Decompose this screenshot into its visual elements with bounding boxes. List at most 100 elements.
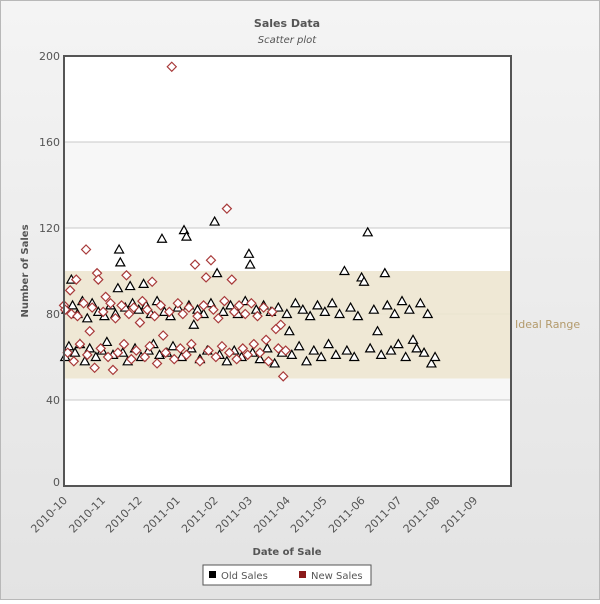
diamond-marker[interactable] bbox=[81, 349, 93, 361]
triangle-marker[interactable] bbox=[392, 338, 404, 349]
triangle-marker[interactable] bbox=[358, 276, 370, 286]
diamond-marker[interactable] bbox=[186, 338, 197, 350]
diamond-marker[interactable] bbox=[89, 362, 100, 374]
triangle-marker[interactable] bbox=[101, 336, 113, 347]
diamond-marker[interactable] bbox=[100, 291, 111, 303]
triangle-marker[interactable] bbox=[308, 344, 320, 355]
triangle-marker[interactable] bbox=[429, 351, 441, 362]
diamond-marker[interactable] bbox=[59, 304, 71, 316]
triangle-marker[interactable] bbox=[297, 303, 309, 314]
diamond-marker[interactable] bbox=[277, 371, 289, 382]
triangle-marker[interactable] bbox=[90, 351, 102, 362]
diamond-marker[interactable] bbox=[112, 347, 124, 359]
diamond-marker[interactable] bbox=[258, 302, 269, 313]
triangle-marker[interactable] bbox=[79, 355, 91, 366]
diamond-marker[interactable] bbox=[203, 345, 214, 356]
diamond-marker[interactable] bbox=[116, 300, 127, 311]
triangle-marker[interactable] bbox=[323, 338, 335, 349]
diamond-marker[interactable] bbox=[102, 351, 114, 363]
diamond-marker[interactable] bbox=[198, 300, 209, 311]
diamond-marker[interactable] bbox=[216, 340, 228, 352]
triangle-marker[interactable] bbox=[425, 357, 437, 368]
diamond-marker[interactable] bbox=[72, 310, 83, 322]
diamond-marker[interactable] bbox=[128, 302, 140, 313]
diamond-marker[interactable] bbox=[280, 345, 292, 356]
triangle-marker[interactable] bbox=[113, 243, 125, 254]
triangle-marker[interactable] bbox=[67, 299, 79, 310]
diamond-marker[interactable] bbox=[121, 269, 132, 281]
diamond-marker[interactable] bbox=[146, 276, 158, 288]
diamond-marker[interactable] bbox=[160, 347, 171, 359]
legend-item-old-sales[interactable]: Old Sales bbox=[209, 571, 268, 582]
diamond-marker[interactable] bbox=[139, 351, 151, 363]
diamond-marker[interactable] bbox=[248, 338, 260, 350]
triangle-marker[interactable] bbox=[304, 310, 316, 321]
diamond-marker[interactable] bbox=[263, 355, 274, 367]
triangle-marker[interactable] bbox=[364, 342, 376, 353]
triangle-marker[interactable] bbox=[375, 349, 387, 359]
triangle-marker[interactable] bbox=[269, 357, 281, 368]
triangle-marker[interactable] bbox=[225, 299, 237, 310]
diamond-marker[interactable] bbox=[137, 295, 148, 307]
diamond-marker[interactable] bbox=[110, 312, 121, 324]
triangle-marker[interactable] bbox=[407, 334, 419, 344]
diamond-marker[interactable] bbox=[157, 330, 169, 341]
diamond-marker[interactable] bbox=[181, 349, 192, 361]
triangle-marker[interactable] bbox=[244, 258, 256, 269]
triangle-marker[interactable] bbox=[411, 342, 423, 353]
triangle-marker[interactable] bbox=[319, 306, 331, 316]
triangle-marker[interactable] bbox=[124, 280, 136, 291]
diamond-marker[interactable] bbox=[226, 274, 238, 285]
triangle-marker[interactable] bbox=[385, 344, 397, 355]
triangle-marker[interactable] bbox=[338, 265, 350, 276]
diamond-marker[interactable] bbox=[260, 334, 272, 346]
triangle-marker[interactable] bbox=[396, 295, 408, 306]
triangle-marker[interactable] bbox=[414, 297, 426, 308]
triangle-marker[interactable] bbox=[243, 248, 255, 258]
triangle-marker[interactable] bbox=[254, 353, 266, 364]
diamond-marker[interactable] bbox=[144, 340, 156, 352]
triangle-marker[interactable] bbox=[211, 267, 223, 278]
diamond-marker[interactable] bbox=[168, 353, 180, 365]
triangle-marker[interactable] bbox=[293, 340, 305, 351]
triangle-marker[interactable] bbox=[379, 267, 391, 278]
diamond-marker[interactable] bbox=[141, 304, 153, 316]
diamond-marker[interactable] bbox=[231, 353, 243, 365]
triangle-marker[interactable] bbox=[341, 344, 353, 355]
diamond-marker[interactable] bbox=[200, 272, 212, 283]
diamond-marker[interactable] bbox=[223, 347, 235, 359]
diamond-marker[interactable] bbox=[84, 325, 96, 337]
triangle-marker[interactable] bbox=[300, 355, 313, 366]
diamond-marker[interactable] bbox=[123, 308, 135, 320]
triangle-marker[interactable] bbox=[272, 301, 284, 312]
triangle-marker[interactable] bbox=[217, 306, 229, 316]
diamond-marker[interactable] bbox=[219, 295, 230, 307]
diamond-marker[interactable] bbox=[237, 343, 249, 354]
diamond-marker[interactable] bbox=[105, 297, 116, 309]
triangle-marker[interactable] bbox=[81, 312, 93, 323]
triangle-marker[interactable] bbox=[112, 282, 124, 293]
triangle-marker[interactable] bbox=[281, 308, 293, 319]
triangle-marker[interactable] bbox=[156, 233, 168, 243]
triangle-marker[interactable] bbox=[345, 301, 357, 312]
triangle-marker[interactable] bbox=[418, 346, 430, 357]
triangle-marker[interactable] bbox=[261, 342, 273, 353]
diamond-marker[interactable] bbox=[130, 345, 142, 356]
diamond-marker[interactable] bbox=[166, 61, 178, 73]
triangle-marker[interactable] bbox=[221, 355, 233, 366]
triangle-marker[interactable] bbox=[114, 256, 126, 267]
diamond-marker[interactable] bbox=[221, 203, 233, 214]
triangle-marker[interactable] bbox=[138, 278, 150, 288]
triangle-marker[interactable] bbox=[400, 351, 412, 362]
diamond-marker[interactable] bbox=[64, 285, 76, 296]
diamond-marker[interactable] bbox=[174, 343, 186, 354]
triangle-marker[interactable] bbox=[289, 297, 301, 308]
triangle-marker[interactable] bbox=[422, 308, 434, 319]
diamond-marker[interactable] bbox=[239, 308, 251, 320]
diamond-marker[interactable] bbox=[172, 297, 184, 309]
diamond-marker[interactable] bbox=[194, 355, 206, 367]
triangle-marker[interactable] bbox=[69, 346, 81, 357]
triangle-marker[interactable] bbox=[348, 351, 360, 362]
diamond-marker[interactable] bbox=[242, 349, 254, 361]
triangle-marker[interactable] bbox=[283, 325, 295, 336]
